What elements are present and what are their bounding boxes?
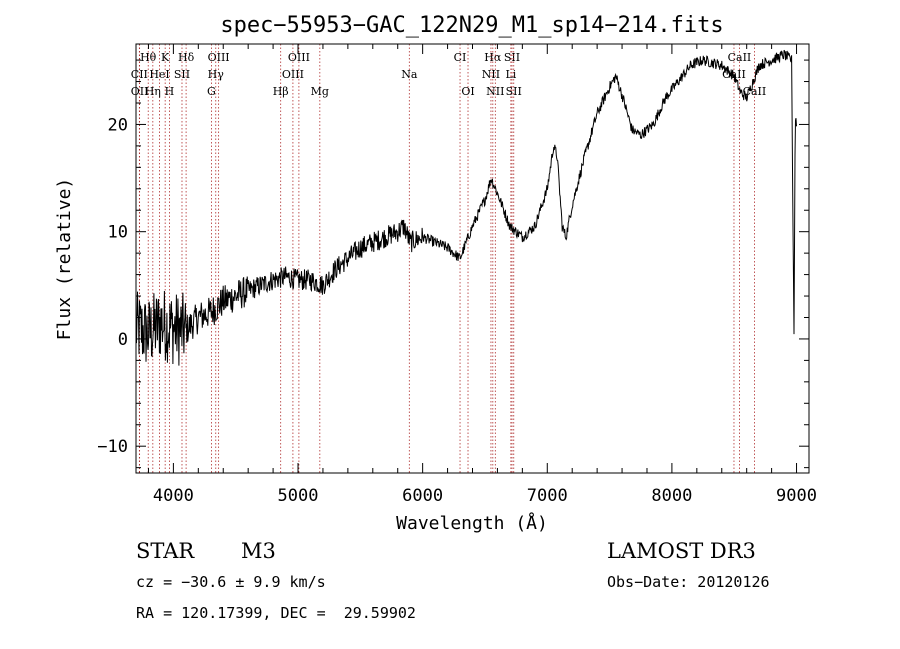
line-label-16: Li (505, 68, 516, 81)
redshift-label: cz = −30.6 ± 9.9 km/s (136, 573, 326, 591)
x-tick-label-3: 7000 (527, 486, 568, 506)
line-label-6: Hα (484, 51, 502, 64)
line-label-15: NII (482, 68, 500, 81)
y-axis-label: Flux (relative) (54, 178, 75, 341)
line-label-24: OI (461, 85, 474, 98)
line-label-25: NII (486, 85, 504, 98)
line-label-4: OIII (288, 51, 310, 64)
coords-label: RA = 120.17399, DEC = 29.59902 (136, 604, 416, 622)
class-label: STAR (136, 539, 195, 563)
x-tick-label-4: 8000 (651, 486, 692, 506)
line-label-2: Hδ (178, 51, 195, 64)
obs-date-label: Obs−Date: 20120126 (607, 573, 770, 591)
line-label-3: OIII (208, 51, 230, 64)
y-tick-label-3: 20 (108, 115, 128, 135)
line-label-21: G (207, 85, 216, 98)
line-label-22: Hβ (273, 85, 289, 98)
line-label-10: HeI (149, 68, 169, 81)
line-label-9: CII (131, 68, 148, 81)
y-tick-label-0: −10 (97, 437, 128, 457)
line-label-27: CaII (743, 85, 767, 98)
spectrum-line (135, 49, 797, 366)
line-label-12: Hγ (208, 68, 225, 81)
line-label-14: Na (401, 68, 418, 81)
survey-label: LAMOST DR3 (607, 539, 756, 563)
line-label-13: OIII (282, 68, 304, 81)
subclass-label: M3 (241, 539, 276, 563)
x-tick-label-0: 4000 (153, 486, 194, 506)
line-label-19: Hη (145, 85, 161, 98)
plot-frame (135, 43, 810, 474)
line-label-11: SII (174, 68, 190, 81)
x-tick-label-5: 9000 (776, 486, 817, 506)
line-label-20: H (165, 85, 175, 98)
axis-ticks: 4000 5000 6000 7000 8000 9000 −10 0 10 20 (97, 44, 817, 506)
spectrum-series (135, 49, 797, 366)
line-label-5: CI (454, 51, 467, 64)
chart-title: spec−55953−GAC_122N29_M1_sp14−214.fits (220, 13, 723, 38)
line-label-18: OII (131, 85, 149, 98)
line-label-26: SII (506, 85, 522, 98)
line-label-23: Mg (311, 85, 329, 98)
y-tick-label-2: 10 (108, 223, 128, 243)
line-label-7: SII (504, 51, 520, 64)
line-label-1: K (161, 51, 170, 64)
line-label-8: CaII (728, 51, 752, 64)
line-label-0: Hθ (140, 51, 157, 64)
x-tick-label-1: 5000 (278, 486, 319, 506)
x-tick-label-2: 6000 (402, 486, 443, 506)
x-axis-label: Wavelength (Å) (396, 512, 548, 534)
y-tick-label-1: 0 (118, 330, 128, 350)
